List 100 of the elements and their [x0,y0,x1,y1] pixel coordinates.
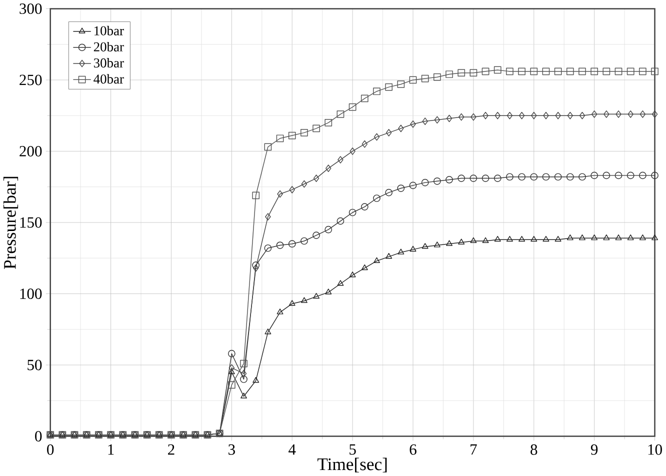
x-tick-label: 6 [410,444,416,455]
point [397,184,405,192]
point [458,113,464,121]
y-tick-label: 200 [20,146,42,157]
point [360,94,368,102]
x-tick-label: 7 [470,444,477,455]
point [458,69,466,77]
point [397,80,405,88]
point [652,234,658,240]
point [398,248,404,255]
point [604,110,610,118]
point [312,232,320,240]
point [458,174,466,182]
point [603,234,610,240]
point [566,234,574,240]
point [386,129,392,136]
point [313,292,320,299]
point [494,66,502,74]
point [386,253,392,259]
point [470,174,478,182]
x-tick-label: 9 [590,444,598,455]
legend-label: 10bar [94,26,124,36]
point [276,308,284,314]
point [276,134,284,142]
point [421,74,429,82]
point [385,83,393,91]
point [542,68,550,76]
legend-label: 20bar [94,42,124,52]
point [590,68,598,76]
point [421,178,429,186]
point [482,174,490,182]
point [555,112,561,120]
point [494,236,501,242]
point [446,70,453,78]
point [240,360,248,368]
point [252,377,260,383]
point [482,237,489,244]
point [470,69,478,77]
point [530,236,538,242]
point [518,68,526,76]
point [349,272,356,278]
point [240,370,247,378]
y-tick-label: 150 [20,217,42,228]
x-tick-label: 4 [288,444,296,455]
point [434,242,440,248]
point [518,112,525,120]
point [373,88,380,96]
point [277,190,283,198]
point [228,364,235,372]
legend-label: 30bar [94,58,124,68]
point [288,132,296,140]
point [470,237,477,244]
point [228,381,236,389]
point [566,68,574,76]
point [410,246,416,252]
point [639,68,646,76]
point [591,234,598,240]
y-tick-label: 300 [20,4,42,14]
point [602,68,610,76]
point [301,180,308,188]
point [264,244,272,252]
point [240,392,247,398]
point [289,186,295,194]
point [433,178,441,185]
point [614,172,622,180]
point [446,114,452,122]
point [506,68,514,76]
point [639,172,646,180]
point [482,68,490,76]
point [566,173,574,181]
y-tick-label: 50 [28,360,42,370]
x-axis-title: Time[sec] [317,458,387,472]
point [348,103,356,111]
point [602,172,610,180]
point [276,242,284,250]
point [337,280,344,286]
y-tick-label: 250 [20,74,42,86]
x-tick-label: 10 [648,444,662,455]
point [240,376,248,384]
point [531,112,537,120]
point [579,112,586,120]
point [590,172,598,180]
point [542,236,550,242]
point [640,110,646,118]
point [626,172,634,180]
point [350,148,356,155]
point [252,262,260,269]
point [409,182,417,190]
point [374,133,380,141]
point [361,264,368,270]
point [591,110,598,118]
point [616,110,622,118]
point [264,328,272,334]
point [326,164,332,172]
point [374,257,380,264]
x-tick-label: 3 [228,444,235,455]
point [300,129,308,136]
point [506,236,513,242]
point [265,213,271,221]
point [543,112,549,120]
